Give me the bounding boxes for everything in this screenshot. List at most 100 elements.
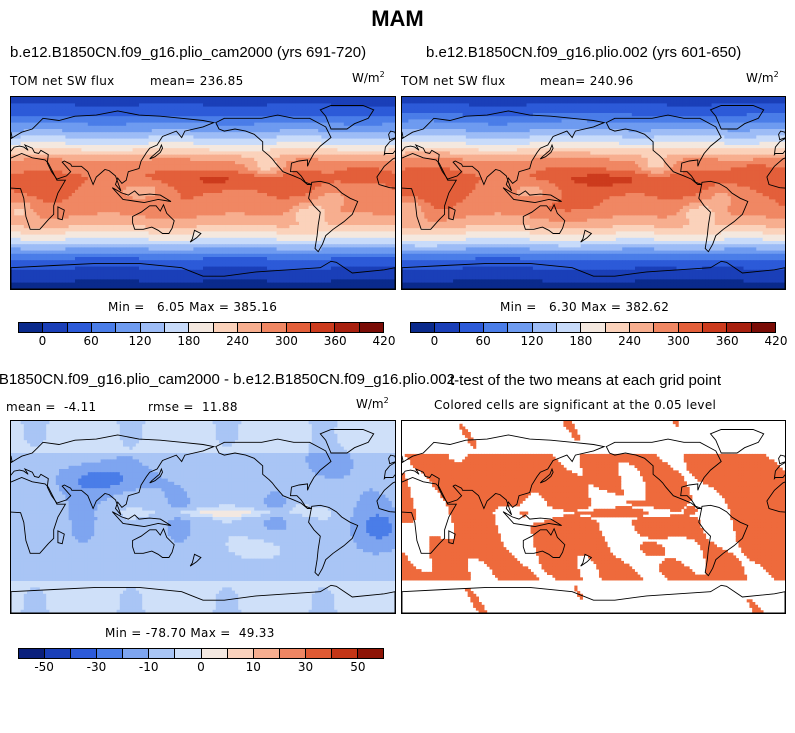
panel1-map-cell [81,154,85,159]
panel1-map-cell [75,106,79,111]
panel1-map-cell [228,119,233,123]
panel1-map-cell [391,106,395,111]
panel1-map-cell [78,170,82,175]
panel1-map-cell [87,221,92,226]
panel1-map-cell [103,177,108,181]
panel1-map-cell [190,189,194,194]
panel1-map-cell [187,225,191,229]
panel1-map-cell [190,129,194,133]
panel1-map-cell [251,170,255,175]
panel1-map-cell [75,132,79,136]
panel1-map-cell [164,135,169,139]
panel1-map-cell [231,173,236,178]
panel1-map-cell [81,119,85,123]
panel1-map-cell [110,157,114,162]
panel1-map-cell [43,145,47,149]
panel1-map-cell [180,113,185,117]
panel1-map-cell [302,103,306,107]
panel1-map-cell [183,193,188,197]
panel1-map-cell [46,189,50,194]
panel1-map-cell [81,180,85,184]
panel1-map-cell [49,132,53,136]
panel1-map-cell [171,196,175,200]
panel1-map-cell [231,125,236,130]
panel1-map-cell [113,97,117,101]
panel1-map-cell [318,154,322,159]
panel1-map-cell [139,164,143,168]
panel1-map-cell [388,173,393,178]
panel1-map-cell [110,164,114,168]
panel1-map-cell [139,145,143,149]
panel1-map-cell [209,109,213,114]
panel1-map-cell [151,106,156,111]
panel1-map-cell [340,141,345,146]
panel1-map-cell [305,193,309,197]
panel1-map-cell [350,189,354,194]
panel1-map-cell [65,129,69,133]
panel1-map-cell [318,125,322,130]
panel1-map-cell [52,97,57,101]
panel1-map-cell [222,109,226,114]
panel1-map-cell [228,106,233,111]
panel1-map-cell [215,180,220,184]
panel1-map-cell [273,141,277,146]
panel1-map-cell [33,116,37,120]
panel1-map-cell [222,221,226,226]
panel1-map-cell [39,148,44,152]
panel1-map-cell [75,138,79,143]
panel1-map-cell [260,209,265,213]
panel1-map-cell [190,173,194,178]
panel1-map-cell [14,196,18,200]
panel1-map-cell [311,212,316,216]
panel1-map-cell [27,218,31,223]
panel1-map-cell [103,148,108,152]
panel1-map-cell [17,205,21,210]
panel1-map-cell [267,161,271,165]
panel1-map-cell [132,209,137,213]
panel1-map-cell [279,113,284,117]
panel1-map-cell [315,177,319,181]
panel1-map-cell [62,122,66,127]
panel1-map-cell [39,119,44,123]
panel1-map-cell [155,138,159,143]
panel1-map-cell [167,205,172,210]
panel1-map-cell [283,221,287,226]
panel1-map-cell [382,161,386,165]
panel1-map-cell [244,180,249,184]
panel1-map-cell [356,138,361,143]
panel1-map-cell [68,151,73,155]
panel1-map-cell [46,180,50,184]
panel1-map-cell [62,196,66,200]
panel1-map-cell [209,186,213,191]
panel1-map-cell [135,177,140,181]
panel1-map-cell [343,202,348,207]
panel1-map-cell [155,122,159,127]
panel1-map-cell [356,119,361,123]
panel1-map-cell [353,183,357,187]
panel1-map-cell [382,103,386,107]
panel1-map-cell [87,193,92,197]
panel1-map-cell [46,132,50,136]
panel1-map-cell [11,193,15,197]
panel1-map-cell [142,113,146,117]
panel1-map-cell [65,154,69,159]
panel1-map-cell [235,135,239,139]
panel1-map-cell [158,132,162,136]
panel1-map-cell [87,205,92,210]
panel1-map-cell [199,113,204,117]
panel1-map-cell [110,196,114,200]
panel1-map-cell [340,119,345,123]
panel1-map-cell [356,122,361,127]
panel1-map-cell [30,177,34,181]
panel1-map-cell [161,164,165,168]
panel1-map-cell [343,167,348,171]
panel1-map-cell [238,119,242,123]
panel1-map-cell [363,205,367,210]
panel1-map-cell [113,183,117,187]
panel1-map-cell [129,161,133,165]
panel1-map-cell [151,157,156,162]
panel1-map-cell [107,221,111,226]
panel1-map-cell [356,151,361,155]
panel1-map-cell [97,218,101,223]
panel1-map-cell [388,161,393,165]
